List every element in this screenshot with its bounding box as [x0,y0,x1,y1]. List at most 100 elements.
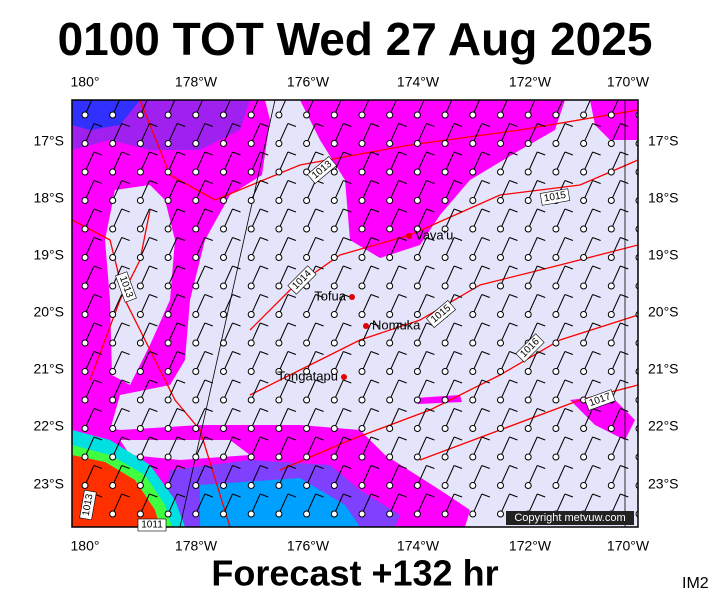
wind-barb [275,208,297,233]
barb-flag [287,351,297,355]
barb-staff [389,322,400,344]
barb-flag [592,180,601,184]
barb-station [607,168,615,176]
barb-flag [287,151,297,156]
barb-flag [592,436,601,441]
barb-staff [555,265,566,287]
barb-flag [204,237,213,241]
barb-staff [500,208,510,230]
barb-station [358,368,366,375]
barb-station [386,368,394,375]
barb-station [580,368,588,375]
barb-station [330,311,338,318]
barb-flag [509,465,518,469]
barb-staff [195,151,206,173]
barb-flag [564,379,574,384]
barb-staff [361,379,372,401]
barb-flag [370,436,380,441]
barb-staff [223,379,233,401]
barb-flag [509,237,518,241]
barb-station [358,168,366,176]
isobar-value: 1015 [543,190,567,205]
wind-barb [386,265,407,290]
barb-staff [500,322,510,344]
barb-staff [278,322,289,344]
wind-barb [220,100,231,119]
wind-barb [192,379,213,404]
isobar-label-box [306,155,338,185]
barb-station [607,254,615,261]
barb-staff [167,294,178,315]
lon-label: 178°W [175,74,218,90]
isobar-value: 1013 [81,493,96,517]
barb-station [524,168,532,176]
wind-barb [413,294,435,318]
barb-staff [583,208,594,230]
barb-flag [287,465,297,469]
barb-flag [260,379,269,384]
barb-flag [453,408,463,412]
barb-flag [453,322,463,327]
wind-barb [81,465,103,489]
barb-station [275,140,283,147]
barb-staff [306,123,317,144]
barb-staff [583,379,594,401]
barb-station [220,339,227,347]
barb-staff [112,408,123,429]
wind-barb [136,493,158,518]
barb-station [136,168,144,176]
barb-staff [139,294,150,315]
barb-flag [426,379,435,384]
barb-staff [333,493,344,515]
barb-station [469,140,477,147]
barb-station [192,453,200,461]
wind-barb [109,408,130,432]
barb-station [109,111,117,119]
barb-flag [509,123,518,127]
barb-station [164,168,172,176]
barb-staff [306,151,317,173]
barb-station [81,311,89,318]
wind-barb [330,379,352,404]
barb-staff [389,379,400,401]
wind-barb [136,265,158,290]
barb-station [358,339,366,347]
barb-station [497,140,504,147]
lat-label: 17°S [648,133,679,149]
barb-flag [232,408,241,412]
wind-barb [136,123,158,147]
barb-station [413,254,421,261]
barb-flag [93,379,103,384]
barb-station [81,425,89,432]
wind-barb [413,265,435,290]
shade [590,100,638,140]
barb-staff [444,493,455,515]
barb-flag [232,322,241,327]
barb-station [607,339,615,347]
barb-staff [416,123,427,144]
wind-barb [441,465,463,489]
barb-flag [620,465,629,469]
barb-staff [361,493,372,515]
wind-barb [192,265,213,290]
shade [570,395,635,440]
barb-station [497,396,504,404]
barb-flag [564,408,574,412]
barb-flag [287,408,297,412]
wind-barb [441,265,463,290]
wind-barb [552,100,564,119]
barb-staff [527,294,538,315]
barb-staff [610,351,621,372]
barb-flag [260,123,269,127]
barb-staff [444,408,455,429]
barb-staff [223,322,233,344]
wind-barb [81,100,93,119]
barb-staff [583,493,594,515]
barb-flag [481,408,490,412]
barb-staff [167,151,178,173]
barb-station [552,140,560,147]
wind-barb [136,408,158,432]
lat-label: 21°S [648,361,679,377]
barb-staff [610,265,621,287]
barb-station [497,425,504,432]
